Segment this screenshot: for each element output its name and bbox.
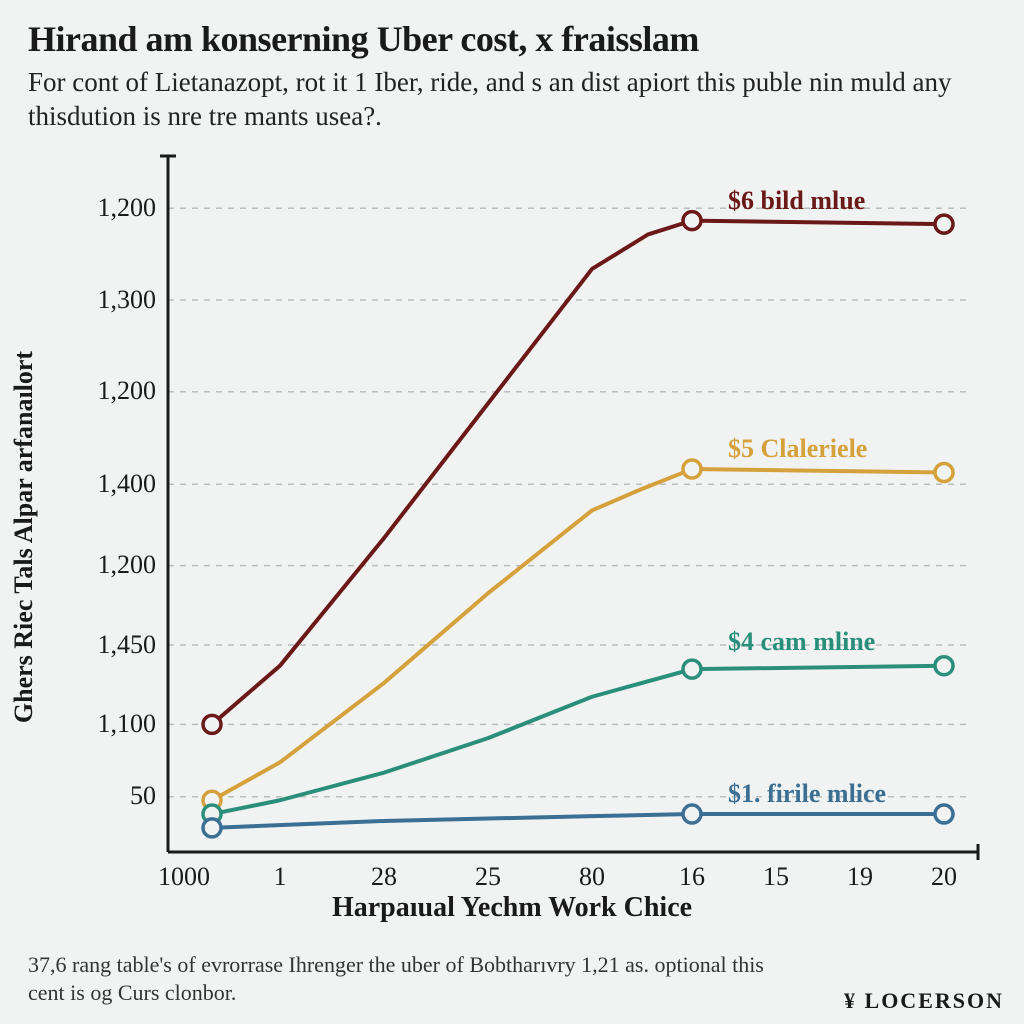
x-tick-label: 28 bbox=[371, 852, 397, 892]
series-marker-bild-mlue bbox=[935, 215, 953, 233]
series-line-firile-mlice bbox=[212, 814, 944, 828]
y-tick-label: 50 bbox=[130, 781, 168, 811]
chart-title: Hirand am konserning Uber cost, x fraiss… bbox=[28, 18, 996, 60]
brand-mark: ¥ LOCERSON bbox=[844, 988, 1004, 1014]
series-marker-claleriele bbox=[935, 463, 953, 481]
series-label-bild-mlue: $6 bild mlue bbox=[728, 186, 865, 216]
y-tick-label: 1,300 bbox=[98, 285, 169, 315]
x-tick-label: 1 bbox=[274, 852, 287, 892]
series-marker-firile-mlice bbox=[203, 818, 221, 836]
y-tick-label: 1,200 bbox=[98, 193, 169, 223]
y-tick-label: 1,400 bbox=[98, 469, 169, 499]
chart-svg bbox=[168, 162, 968, 852]
x-axis-label: Harpaıual Yechm Work Chice bbox=[332, 892, 692, 924]
series-marker-cam-mline bbox=[935, 656, 953, 674]
x-tick-label: 16 bbox=[679, 852, 705, 892]
y-tick-label: 1,100 bbox=[98, 709, 169, 739]
x-tick-label: 25 bbox=[475, 852, 501, 892]
x-tick-label: 1000 bbox=[158, 852, 210, 892]
chart-subtitle: For cont of Lietanazopt, rot it 1 Iber, … bbox=[28, 66, 996, 134]
plot-area: 1,2001,3001,2001,4001,2001,4501,10050100… bbox=[168, 162, 968, 852]
x-tick-label: 19 bbox=[847, 852, 873, 892]
series-label-firile-mlice: $1. firile mlice bbox=[728, 779, 886, 809]
series-marker-firile-mlice bbox=[935, 805, 953, 823]
x-tick-label: 20 bbox=[931, 852, 957, 892]
chart-container: Ghers Riec Tals Alpar arfanaılort 1,2001… bbox=[32, 152, 992, 922]
y-axis-label: Ghers Riec Tals Alpar arfanaılort bbox=[9, 350, 39, 722]
series-marker-bild-mlue bbox=[683, 211, 701, 229]
series-marker-cam-mline bbox=[683, 660, 701, 678]
series-label-claleriele: $5 Claleriele bbox=[728, 434, 867, 464]
footer-note: 37,6 rang table's of evrorrase Ihrenger … bbox=[28, 951, 788, 1008]
series-marker-bild-mlue bbox=[203, 715, 221, 733]
series-marker-claleriele bbox=[683, 460, 701, 478]
series-label-cam-mline: $4 cam mline bbox=[728, 627, 875, 657]
series-marker-firile-mlice bbox=[683, 805, 701, 823]
y-tick-label: 1,200 bbox=[98, 376, 169, 406]
x-tick-label: 80 bbox=[579, 852, 605, 892]
y-tick-label: 1,200 bbox=[98, 550, 169, 580]
y-tick-label: 1,450 bbox=[98, 630, 169, 660]
x-tick-label: 15 bbox=[763, 852, 789, 892]
